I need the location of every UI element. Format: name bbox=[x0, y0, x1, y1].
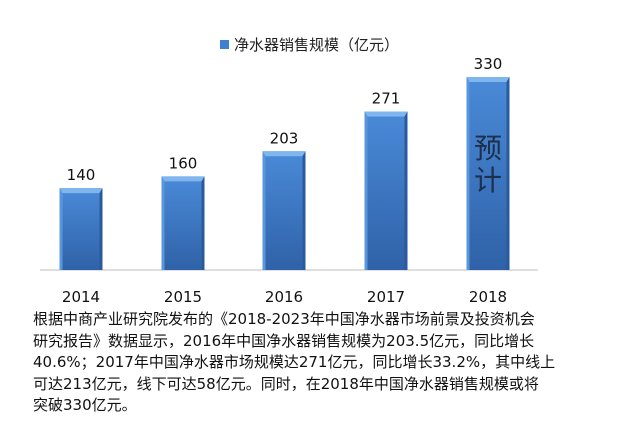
x-tick-label-2014: 2014 bbox=[62, 288, 100, 305]
bar-bevel-right bbox=[201, 176, 205, 270]
paragraph-line: 研究报告》数据显示，2016年中国净水器销售规模为203.5亿元，同比增长 bbox=[33, 331, 535, 350]
bar-bevel-top bbox=[466, 77, 510, 82]
bar-2017 bbox=[364, 111, 408, 270]
bar-2015 bbox=[161, 176, 205, 270]
bar-2018 bbox=[466, 77, 510, 270]
data-label-2017: 271 bbox=[372, 90, 401, 108]
paragraph-line: 可达213亿元，线下可达58亿元。同时，在2018年中国净水器销售规模或将 bbox=[33, 374, 539, 393]
bar-bevel-left bbox=[466, 77, 470, 270]
bar-bevel-right bbox=[506, 77, 510, 270]
bar-group-2017: 271 2017 bbox=[364, 90, 408, 305]
data-label-2018: 330 bbox=[474, 55, 503, 73]
data-label-2014: 140 bbox=[67, 166, 96, 184]
legend-label: 净水器销售规模（亿元） bbox=[234, 36, 399, 54]
x-tick-label-2017: 2017 bbox=[367, 288, 405, 305]
paragraph-line: 根据中商产业研究院发布的《2018-2023年中国净水器市场前景及投资机会 bbox=[33, 310, 535, 328]
x-tick-label-2018: 2018 bbox=[469, 288, 507, 305]
bar-2016 bbox=[262, 151, 306, 270]
description-paragraph: 根据中商产业研究院发布的《2018-2023年中国净水器市场前景及投资机会 研究… bbox=[33, 309, 633, 417]
bar-group-2016: 203 2016 bbox=[262, 129, 306, 305]
bar-bevel-top bbox=[364, 111, 408, 117]
bar-bevel-top bbox=[262, 151, 306, 157]
x-tick-label-2015: 2015 bbox=[164, 288, 202, 305]
bar-2014 bbox=[59, 188, 103, 270]
bar-bevel-left bbox=[59, 188, 63, 270]
annotation-forecast: 计 bbox=[474, 164, 502, 197]
bar-bevel-left bbox=[161, 176, 165, 270]
bar-group-2018: 330 2018 预计 bbox=[466, 55, 510, 305]
x-tick-label-2016: 2016 bbox=[265, 288, 303, 305]
bar-chart: 净水器销售规模（亿元） 140 2014 160 2015 203 2016 271 2017… bbox=[40, 36, 538, 305]
bar-bevel-top bbox=[59, 188, 103, 194]
legend: 净水器销售规模（亿元） bbox=[220, 36, 399, 54]
data-label-2015: 160 bbox=[169, 154, 198, 172]
data-label-2016: 203 bbox=[270, 129, 299, 147]
annotation-forecast: 预 bbox=[474, 132, 502, 165]
legend-swatch bbox=[220, 40, 229, 49]
bar-group-2015: 160 2015 bbox=[161, 154, 205, 305]
bar-bevel-top bbox=[161, 176, 205, 182]
bar-bevel-right bbox=[99, 188, 103, 270]
bar-bevel-left bbox=[262, 151, 266, 270]
bar-bevel-left bbox=[364, 111, 368, 270]
bar-bevel-right bbox=[404, 111, 408, 270]
bar-group-2014: 140 2014 bbox=[59, 166, 103, 305]
bar-bevel-right bbox=[302, 151, 306, 270]
paragraph-line: 40.6%；2017年中国净水器市场规模达271亿元，同比增长33.2%，其中线… bbox=[33, 353, 556, 371]
paragraph-line: 突破330亿元。 bbox=[33, 396, 137, 414]
